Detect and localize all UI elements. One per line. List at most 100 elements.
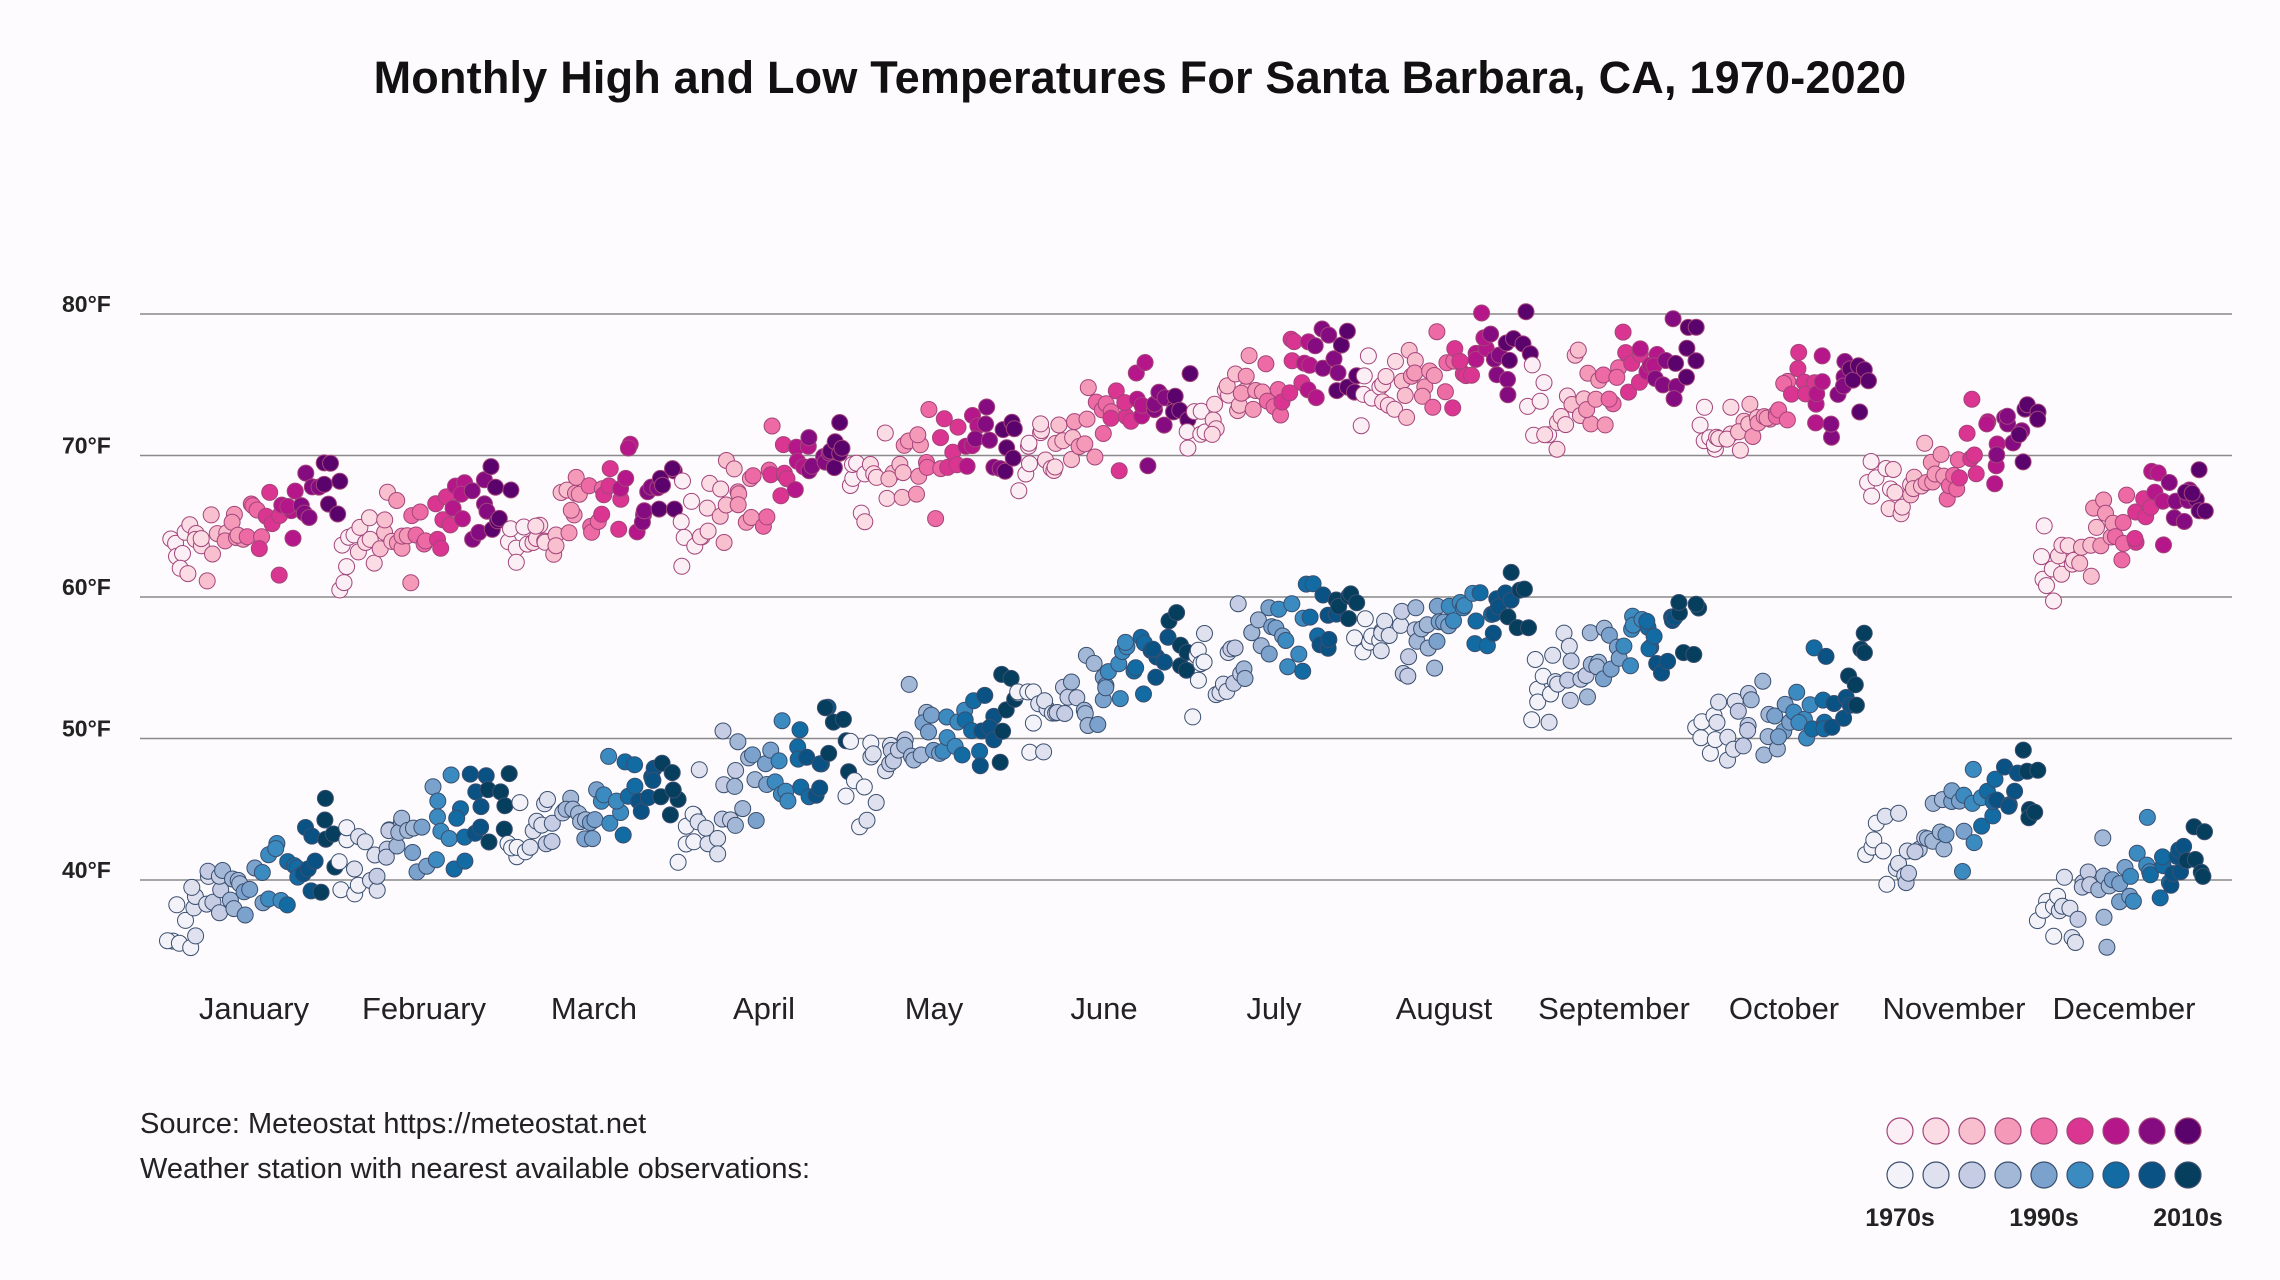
legend: 1970s 1990s 2010s: [1865, 1117, 2223, 1232]
low-temp-point: [1526, 651, 1544, 668]
high-temp-point: [527, 517, 545, 535]
high-temp-point: [1237, 367, 1255, 385]
x-tick-label: August: [1396, 991, 1493, 1026]
low-temp-point: [1817, 647, 1835, 665]
high-temp-point: [635, 502, 653, 520]
high-temp-point: [2175, 513, 2193, 530]
low-temp-point: [448, 809, 466, 827]
high-temp-point: [978, 398, 996, 416]
low-temp-point: [1279, 658, 1297, 676]
high-temp-point: [1499, 386, 1517, 404]
legend-high-swatch: [2138, 1117, 2166, 1145]
low-temp-point: [709, 830, 727, 847]
low-temp-point: [773, 712, 791, 730]
low-temp-point: [864, 745, 882, 763]
high-temp-point: [1359, 347, 1377, 365]
low-temp-point: [1393, 602, 1411, 620]
low-temp-point: [2151, 889, 2169, 907]
high-temp-point: [2038, 577, 2055, 595]
high-temp-point: [1531, 392, 1549, 410]
low-temp-point: [744, 746, 761, 764]
low-temp-point: [1301, 608, 1319, 626]
high-temp-point: [1687, 318, 1705, 336]
x-tick-label: December: [2053, 991, 2196, 1026]
low-temp-point: [2066, 934, 2084, 951]
low-temp-point: [1890, 804, 1908, 822]
x-tick-label: January: [199, 991, 310, 1026]
high-temp-point: [725, 460, 743, 478]
low-temp-point: [2098, 938, 2116, 956]
low-temp-point: [1348, 594, 1366, 612]
low-temp-point: [1937, 826, 1955, 844]
high-temp-point: [1582, 415, 1600, 433]
low-temp-point: [726, 777, 744, 795]
high-temp-point: [744, 467, 762, 485]
high-temp-point: [1181, 365, 1199, 383]
low-temp-point: [2069, 910, 2087, 928]
low-temp-point: [377, 848, 395, 866]
high-temp-point: [650, 500, 668, 518]
low-temp-point: [1955, 822, 1973, 840]
high-temp-point: [1463, 366, 1480, 384]
low-temp-point: [1184, 708, 1202, 726]
high-temp-point: [2126, 530, 2144, 547]
high-temp-point: [729, 496, 747, 514]
high-temp-point: [286, 482, 304, 500]
high-temp-point: [966, 430, 984, 448]
high-temp-point: [261, 483, 279, 501]
high-temp-point: [297, 464, 315, 482]
low-temp-point: [1085, 654, 1103, 672]
low-temp-point: [1428, 632, 1446, 650]
high-temp-point: [1932, 445, 1950, 463]
x-tick-label: February: [362, 991, 487, 1026]
low-temp-point: [511, 794, 529, 812]
low-temp-point: [1544, 646, 1562, 664]
low-temp-point: [1196, 625, 1213, 642]
low-temp-point: [1788, 683, 1806, 701]
low-temp-point: [496, 797, 514, 815]
high-temp-point: [1988, 446, 2006, 464]
high-temp-point: [1535, 374, 1553, 392]
high-temp-point: [1232, 384, 1250, 402]
high-temp-point: [1523, 356, 1541, 374]
legend-low-swatch: [1886, 1161, 1914, 1189]
legend-label: 2010s: [2153, 1204, 2223, 1232]
high-temp-point: [1986, 475, 2004, 493]
low-temp-point: [1906, 843, 1924, 861]
legend-high-swatch: [2102, 1117, 2130, 1145]
high-temp-point: [2114, 514, 2132, 531]
high-temp-point: [981, 431, 998, 449]
low-temp-point: [1471, 584, 1489, 602]
low-temp-point: [584, 830, 601, 848]
low-temp-point: [820, 744, 838, 762]
high-temp-point: [1046, 458, 1064, 476]
low-temp-point: [816, 699, 834, 717]
high-temp-point: [908, 485, 925, 503]
high-temp-point: [1665, 390, 1683, 408]
low-temp-point: [1855, 624, 1873, 642]
station-line: Weather station with nearest available o…: [140, 1153, 811, 1185]
high-temp-point: [1050, 416, 1068, 434]
low-temp-point: [2000, 797, 2018, 815]
low-temp-point: [663, 764, 681, 782]
low-temp-point: [2026, 803, 2044, 821]
high-temp-point: [977, 415, 995, 433]
low-temp-point: [427, 851, 445, 869]
high-temp-point: [2082, 567, 2100, 585]
high-temp-point: [1387, 352, 1404, 370]
high-temp-point: [894, 464, 912, 482]
low-temp-point: [837, 787, 855, 805]
low-temp-point: [1260, 645, 1278, 663]
low-temp-point: [2014, 741, 2032, 759]
low-temp-point: [1277, 632, 1295, 649]
low-temp-point: [440, 830, 458, 847]
low-temp-point: [779, 792, 797, 810]
source-note: Source: Meteostat https://meteostat.net …: [140, 1102, 810, 1192]
high-temp-point: [1851, 403, 1869, 421]
high-temp-point: [300, 509, 318, 526]
legend-low-swatch: [2102, 1161, 2130, 1189]
low-temp-point: [1372, 642, 1390, 660]
high-temp-point: [1306, 337, 1324, 355]
high-temp-point: [1778, 411, 1796, 429]
low-temp-point: [500, 765, 518, 783]
